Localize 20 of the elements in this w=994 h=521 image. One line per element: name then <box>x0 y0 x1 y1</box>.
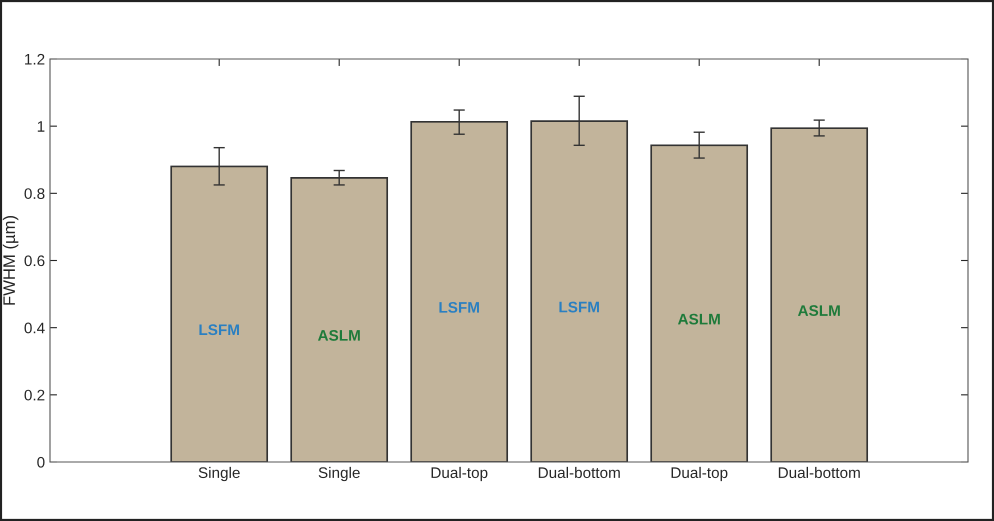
y-tick-label: 0.2 <box>24 390 44 401</box>
x-tick-label: Dual-top <box>672 466 728 482</box>
annotation: LSFM <box>559 302 599 312</box>
annotation: LSFM <box>199 324 239 336</box>
y-tick-label: 1 <box>38 121 44 132</box>
x-tick-label: Single <box>318 466 360 482</box>
annotation: ASLM <box>798 305 840 316</box>
annotation: LSFM <box>439 302 479 313</box>
y-tick-label: 0 <box>37 456 45 468</box>
annotation: ASLM <box>318 330 360 341</box>
x-tick-label: Dual-bottom <box>778 466 860 478</box>
y-tick-label: 0.8 <box>24 188 44 200</box>
y-tick-label: 0.4 <box>24 322 45 334</box>
y-tick-label: 0.6 <box>24 255 44 266</box>
y-axis-title: FWHM (µm) <box>2 216 18 305</box>
x-tick-label: Single <box>198 466 240 482</box>
annotation: ASLM <box>678 314 720 325</box>
x-tick-label: Dual-top <box>432 466 488 482</box>
x-tick-label: Dual-bottom <box>538 466 620 478</box>
y-tick-label: 1.2 <box>25 54 44 65</box>
